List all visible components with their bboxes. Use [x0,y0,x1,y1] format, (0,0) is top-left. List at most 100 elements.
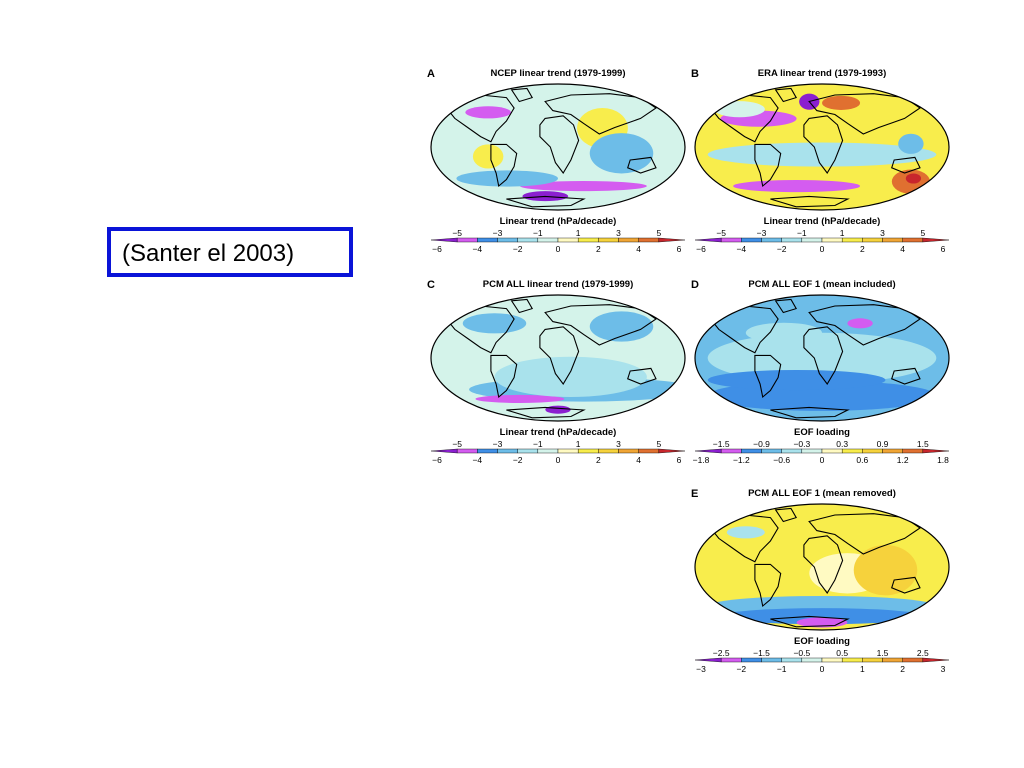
colorbar-tick-label: 0 [820,664,825,674]
colorbar-swatch [922,448,950,454]
colorbar-tick-label: 1 [840,228,845,238]
colorbar-swatch [517,448,539,454]
colorbar-swatch [577,237,599,243]
colorbar-swatch [577,448,599,454]
coastline [490,354,518,399]
colorbar-swatch [862,237,883,243]
colorbar-tick-label: 1.5 [877,648,889,658]
colorbar: −2.5 −1.5 −0.5 0.5 1.5 2.5 −3 −2 −1 0 1 2 3 [694,648,950,674]
coastline [770,615,850,628]
colorbar-tick-label: −1.8 [693,455,710,465]
panel-title: PCM ALL linear trend (1979-1999) [482,279,634,290]
colorbar-swatch [658,448,686,454]
colorbar-swatch [694,448,722,454]
colorbar-swatch [781,657,803,663]
world-map [694,83,950,211]
field-contour [822,95,861,110]
colorbar-swatch [557,448,579,454]
colorbar-tick-label: 6 [677,455,682,465]
map-outline [430,294,686,422]
coastline [510,298,534,314]
field-contour [707,332,937,384]
colorbar-tick-label: −0.5 [793,648,810,658]
colorbar-tick-label: −1 [777,664,787,674]
coastline [544,93,657,135]
colorbar-tick-label: −5 [452,439,462,449]
coastline [627,367,657,385]
colorbar-tick-label: 5 [656,228,661,238]
panel-letter: B [691,68,699,80]
colorbar-tick-label: −0.3 [793,439,810,449]
colorbar-swatch [598,237,619,243]
colorbar-tick-label: 1.8 [937,455,949,465]
colorbar-tick-label: 1 [576,228,581,238]
field-contour [462,313,527,334]
colorbar-swatch [761,657,782,663]
colorbar: −1.5 −0.9 −0.3 0.3 0.9 1.5 −1.8 −1.2 −0.6 0 0.6 1.2… [693,439,950,465]
colorbar-tick-label: 0.9 [877,439,889,449]
colorbar-swatch [694,657,722,663]
colorbar-swatch [720,657,742,663]
colorbar-swatch [841,657,863,663]
colorbar-swatch [761,237,782,243]
colorbar-swatch [618,448,639,454]
colorbar-tick-label: 1 [576,439,581,449]
field-contour [589,133,654,174]
colorbar-swatch [841,448,863,454]
colorbar-tick-label: 3 [616,228,621,238]
colorbar-tick-label: −3 [493,439,503,449]
colorbar-title: Linear trend (hPa/decade) [499,216,617,227]
coastline [627,156,657,174]
colorbar-tick-label: 0 [820,455,825,465]
colorbar-tick-label: −3 [493,228,503,238]
colorbar-swatch [841,237,863,243]
colorbar-tick-label: −2 [513,455,523,465]
field-contour [898,133,924,154]
colorbar-swatch [456,237,478,243]
field-contour [545,405,571,414]
colorbar-tick-label: 6 [941,244,946,254]
world-map [430,294,686,422]
citation-box: (Santer el 2003) [107,227,353,277]
citation-text: (Santer el 2003) [122,240,295,267]
colorbar-tick-label: −5 [716,228,726,238]
colorbar-swatch [557,237,579,243]
coastline [803,115,844,174]
colorbar-tick-label: −1 [797,228,807,238]
colorbar: −5 −3 −1 1 3 5 −6 −4 −2 0 2 4 6 [430,439,686,465]
colorbar-swatch [430,448,458,454]
colorbar-tick-label: −2 [513,244,523,254]
colorbar-swatch [882,448,903,454]
colorbar-tick-label: −1.5 [753,648,770,658]
field-contour [853,544,918,596]
colorbar-swatch [430,237,458,243]
colorbar-swatch [801,448,823,454]
colorbar-swatch [638,237,660,243]
colorbar-swatch [781,237,803,243]
coastline [891,367,921,385]
colorbar-swatch [882,657,903,663]
colorbar-tick-label: −1.5 [713,439,730,449]
colorbar-swatch [821,448,843,454]
world-map [694,294,950,422]
field-contour [707,369,886,391]
coastline [891,156,921,174]
field-contour [707,142,937,167]
colorbar-tick-label: −1 [533,228,543,238]
colorbar-title: Linear trend (hPa/decade) [499,427,617,438]
colorbar-tick-label: −5 [452,228,462,238]
map-outline [694,83,950,211]
colorbar-tick-label: 0 [556,244,561,254]
colorbar-swatch [902,448,924,454]
panel-title: PCM ALL EOF 1 (mean included) [748,279,896,290]
field-contour [494,356,647,398]
colorbar-swatch [477,448,498,454]
coastline [539,115,580,174]
colorbar-tick-label: −6 [432,244,442,254]
colorbar-tick-label: −0.9 [753,439,770,449]
colorbar-swatch [741,657,762,663]
field-contour [475,394,565,403]
field-contour [720,608,924,625]
coastline [770,195,850,208]
colorbar-tick-label: 0 [820,244,825,254]
